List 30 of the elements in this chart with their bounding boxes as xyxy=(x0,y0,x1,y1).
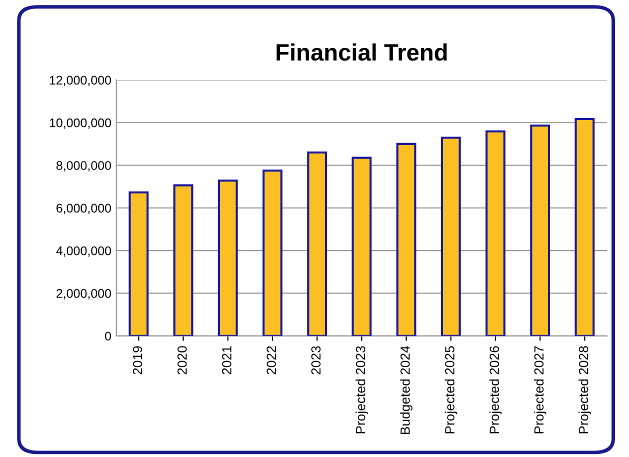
x-tick-label: Projected 2025 xyxy=(444,346,458,434)
x-tick-label: Projected 2027 xyxy=(534,346,546,434)
bar xyxy=(262,170,282,336)
bar xyxy=(218,180,238,336)
y-tick-label: 10,000,000 xyxy=(50,118,112,129)
bar xyxy=(530,124,550,336)
x-tick-label: Projected 2026 xyxy=(489,346,502,434)
bar xyxy=(574,118,595,336)
x-tick-label: 2020 xyxy=(177,346,187,374)
bar xyxy=(173,184,194,336)
y-tick-label: 4,000,000 xyxy=(56,246,112,257)
x-tick-label: Projected 2023 xyxy=(356,346,368,434)
bar xyxy=(396,142,416,336)
x-tick-label: 2019 xyxy=(132,346,142,374)
x-tick-label: 2023 xyxy=(311,346,321,374)
x-tick-label: 2021 xyxy=(222,346,232,374)
y-tick-label: 0 xyxy=(105,332,112,341)
y-tick-label: 6,000,000 xyxy=(56,204,112,214)
y-tick-label: 8,000,000 xyxy=(56,161,112,172)
y-tick-label: 2,000,000 xyxy=(56,289,112,300)
bar xyxy=(486,130,506,336)
bar xyxy=(307,151,328,336)
chart-title: Financial Trend xyxy=(276,43,447,61)
x-tick-label: Projected 2028 xyxy=(578,346,591,434)
x-tick-label: Budgeted 2024 xyxy=(400,346,412,434)
y-tick-label: 12,000,000 xyxy=(50,76,112,86)
bar xyxy=(352,156,372,336)
bar xyxy=(440,136,461,336)
x-tick-label: 2022 xyxy=(266,346,276,374)
bar xyxy=(128,191,149,336)
